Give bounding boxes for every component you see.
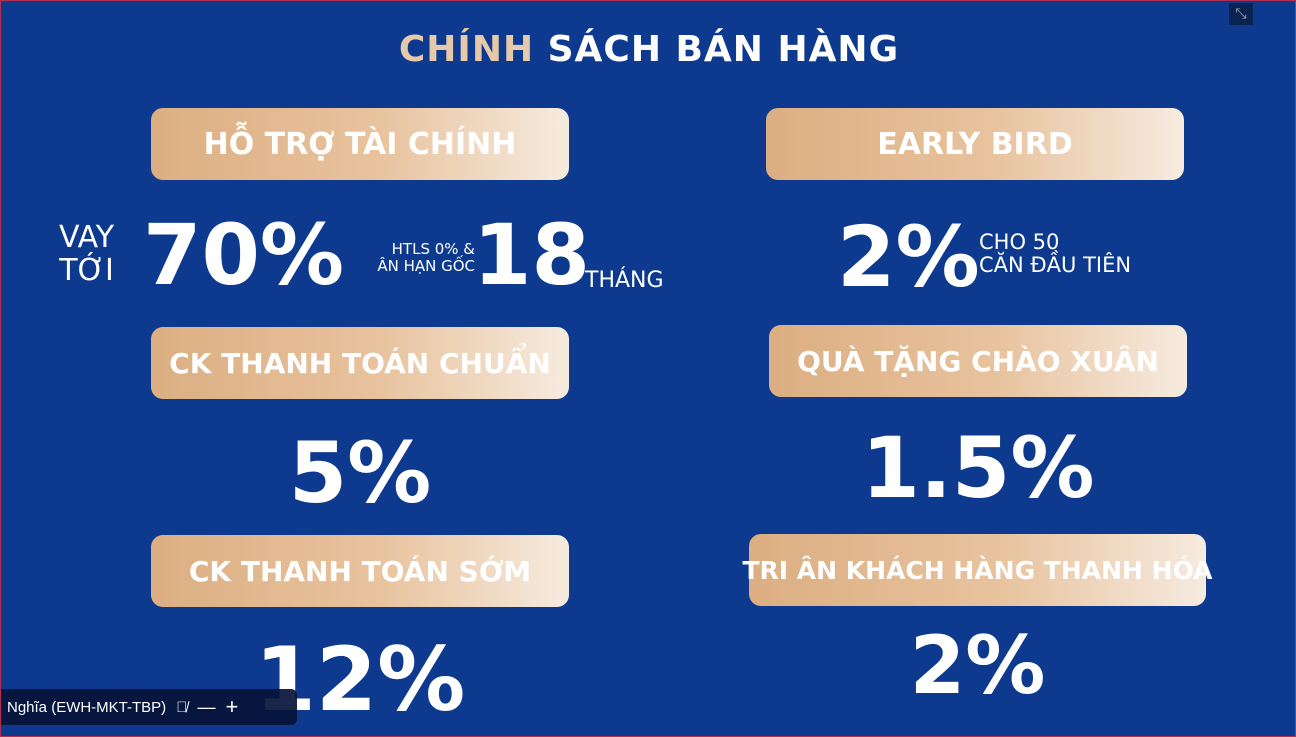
add-icon[interactable]: + xyxy=(225,694,239,719)
section-label-early-bird: EARLY BIRD xyxy=(766,108,1184,180)
section-label-thanh-hoa-customers: TRI ÂN KHÁCH HÀNG THANH HÓA xyxy=(742,534,1213,606)
early-bird-value: 2% xyxy=(837,208,980,306)
interest-note: HTLS 0% & ÂN HẠN GỐC xyxy=(377,240,475,275)
section-label-financial-support: HỖ TRỢ TÀI CHÍNH xyxy=(151,108,569,180)
participant-name: Nghĩa (EWH-MKT-TBP) xyxy=(7,698,167,716)
spring-gift-value: 1.5% xyxy=(861,419,1095,517)
exit-fullscreen-button[interactable]: ⤡ xyxy=(1229,3,1253,25)
grace-months-value: 18 xyxy=(473,206,590,304)
thanh-hoa-value: 2% xyxy=(909,619,1046,712)
participant-bar: Nghĩa (EWH-MKT-TBP) 🎙̸ — + xyxy=(1,689,297,725)
standard-payment-value: 5% xyxy=(288,424,432,522)
section-label-early-payment: CK THANH TOÁN SỚM xyxy=(151,535,569,607)
section-label-standard-payment: CK THANH TOÁN CHUẨN xyxy=(151,327,569,399)
mic-off-icon[interactable]: 🎙̸ xyxy=(176,698,188,716)
minimize-icon[interactable]: — xyxy=(197,696,216,717)
page-title: CHÍNH SÁCH BÁN HÀNG xyxy=(398,29,900,70)
loan-value: 70% xyxy=(143,206,345,304)
section-label-spring-gift: QUÀ TẶNG CHÀO XUÂN xyxy=(769,325,1187,397)
early-bird-note: CHO 50 CĂN ĐẦU TIÊN xyxy=(979,230,1132,278)
collapse-icon: ⤡ xyxy=(1235,6,1247,22)
months-unit: THÁNG xyxy=(585,268,664,293)
loan-prefix: VAY TỚI xyxy=(59,220,115,288)
